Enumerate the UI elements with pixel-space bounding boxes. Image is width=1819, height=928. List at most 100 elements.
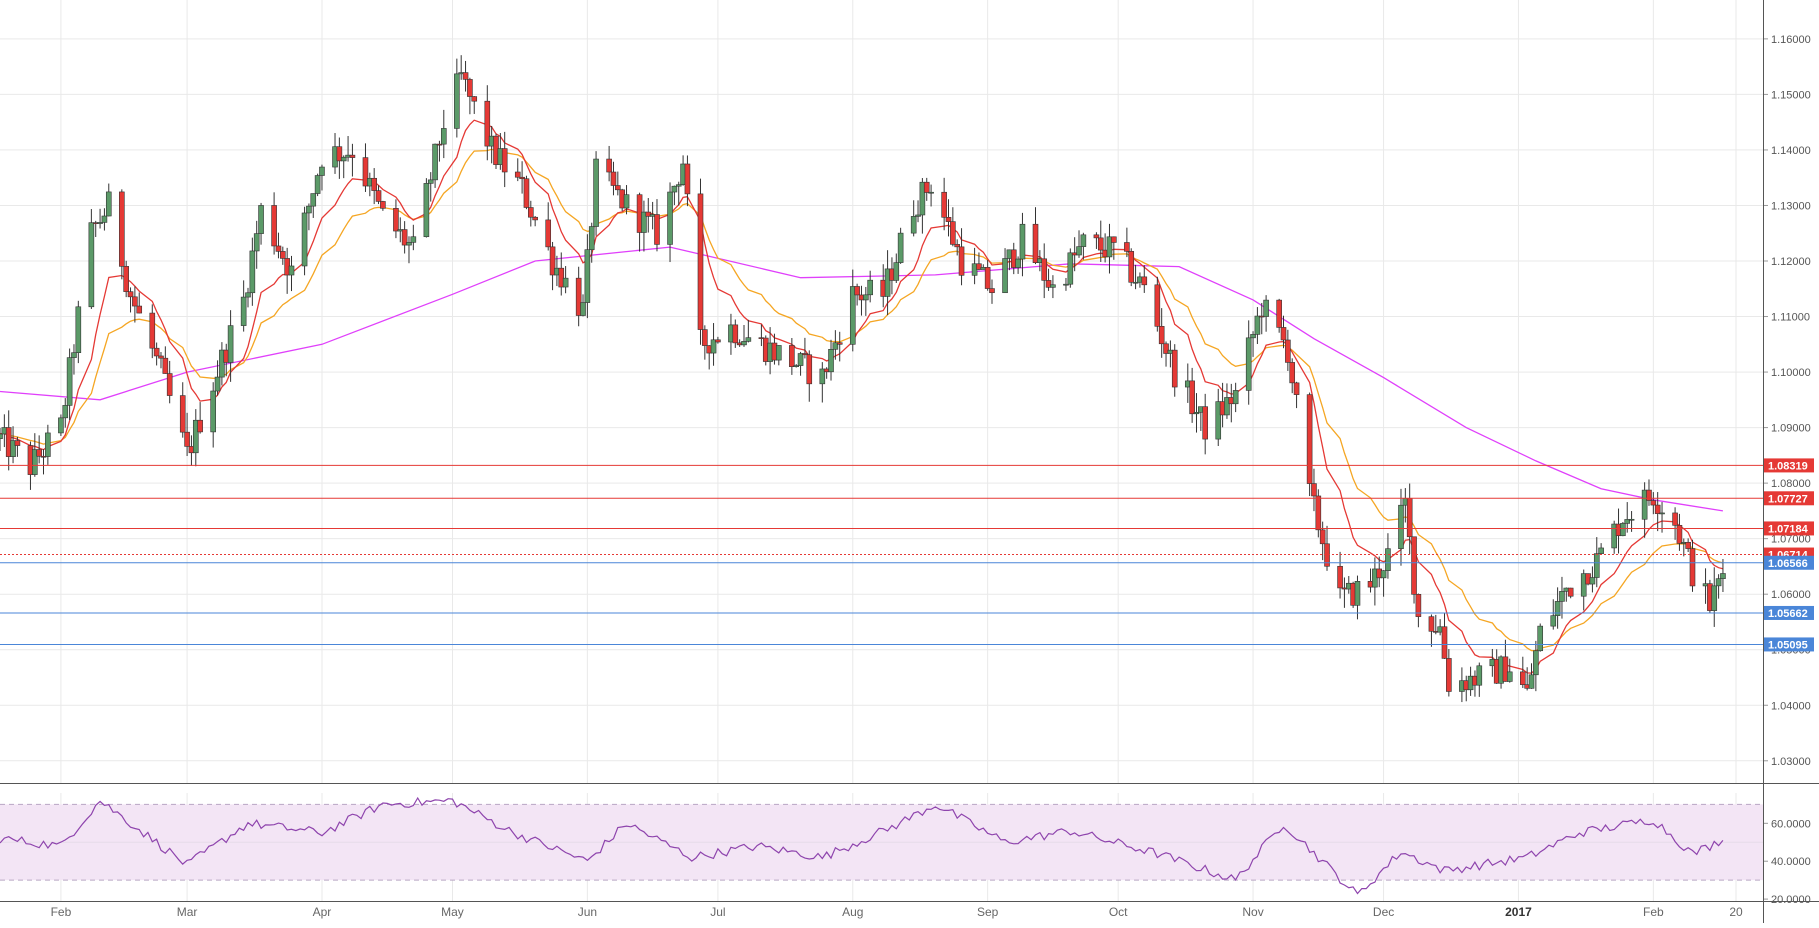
level-badge: [1764, 458, 1814, 473]
candle: [1311, 483, 1317, 497]
candle: [562, 277, 569, 288]
candle: [863, 294, 869, 301]
candle: [127, 291, 134, 298]
candle: [75, 306, 82, 353]
candle: [1685, 541, 1691, 549]
candle: [258, 205, 264, 234]
candle: [545, 219, 552, 248]
y-tick-label: 1.07000: [1771, 534, 1811, 546]
candle: [910, 216, 917, 234]
candle: [1097, 237, 1104, 251]
x-tick-label: Dec: [1373, 905, 1394, 919]
candle: [132, 296, 138, 307]
candle: [97, 222, 103, 224]
x-tick-label: Aug: [842, 905, 863, 919]
candle: [1406, 498, 1413, 538]
candle: [528, 207, 534, 218]
candle: [1232, 390, 1239, 405]
candle: [1315, 495, 1322, 531]
ema-slow-line: [0, 148, 1724, 652]
candle: [710, 339, 717, 354]
candle: [123, 266, 129, 292]
candle: [789, 345, 795, 367]
candle: [136, 305, 143, 314]
candle: [1380, 570, 1387, 579]
candle: [380, 201, 386, 209]
candle: [362, 157, 369, 187]
candle: [1502, 656, 1509, 682]
candle: [732, 324, 739, 344]
candle: [1676, 525, 1683, 544]
candle: [1589, 577, 1596, 585]
candle: [105, 191, 112, 217]
candle: [1415, 594, 1422, 617]
candle: [184, 431, 190, 447]
candle: [62, 405, 69, 419]
candle: [436, 143, 443, 146]
y-tick-label: 1.15000: [1771, 89, 1811, 101]
candle: [893, 262, 900, 281]
candle: [884, 268, 891, 297]
candle: [1285, 339, 1291, 363]
candle: [462, 72, 469, 80]
candle: [245, 292, 251, 298]
candle: [702, 329, 708, 346]
candle: [1385, 548, 1391, 571]
candle: [1067, 252, 1074, 285]
x-tick-label: Oct: [1109, 905, 1128, 919]
y-tick-label: 1.14000: [1771, 145, 1811, 157]
candle: [410, 236, 417, 243]
candle: [14, 440, 21, 446]
candle: [162, 357, 169, 374]
candle: [1620, 523, 1626, 537]
candle: [1476, 665, 1483, 686]
candle: [454, 73, 460, 129]
candle: [897, 232, 904, 263]
candle: [179, 395, 186, 433]
candle: [1337, 565, 1343, 589]
candle: [610, 171, 617, 186]
candle: [71, 352, 77, 358]
level-label: 1.06566: [1768, 558, 1808, 570]
candle: [1289, 362, 1296, 384]
candle: [306, 205, 312, 214]
y-tick-label: 1.10000: [1771, 367, 1811, 379]
candle: [1154, 284, 1161, 327]
candle: [36, 449, 42, 457]
candle: [371, 177, 377, 191]
candle: [1593, 553, 1600, 578]
candle: [928, 191, 934, 194]
candle: [101, 215, 108, 223]
candle: [1128, 251, 1135, 283]
candle: [1163, 343, 1169, 354]
candle: [501, 148, 508, 173]
candle: [580, 302, 586, 316]
candle: [253, 233, 260, 252]
candle: [976, 263, 982, 270]
candle: [1250, 334, 1256, 339]
candle: [88, 222, 95, 308]
candle: [776, 345, 782, 361]
candle: [819, 368, 826, 385]
rsi-y-tick-label: 20.0000: [1771, 894, 1811, 906]
candle: [271, 205, 277, 247]
candle: [1263, 299, 1269, 317]
candle: [1689, 548, 1696, 587]
candle: [1550, 615, 1557, 627]
level-label: 1.08319: [1768, 460, 1808, 472]
candle: [427, 179, 434, 184]
candle: [1441, 626, 1448, 659]
candle: [793, 365, 800, 367]
candle: [1280, 327, 1287, 341]
x-tick-label: Nov: [1242, 905, 1263, 919]
candle: [1520, 671, 1526, 685]
candle: [310, 193, 317, 207]
candle: [802, 353, 808, 356]
candle: [0, 433, 3, 440]
candle: [1111, 236, 1117, 243]
y-tick-label: 1.06000: [1771, 589, 1811, 601]
candle: [227, 325, 234, 363]
candle: [519, 176, 525, 180]
candle: [66, 357, 73, 406]
